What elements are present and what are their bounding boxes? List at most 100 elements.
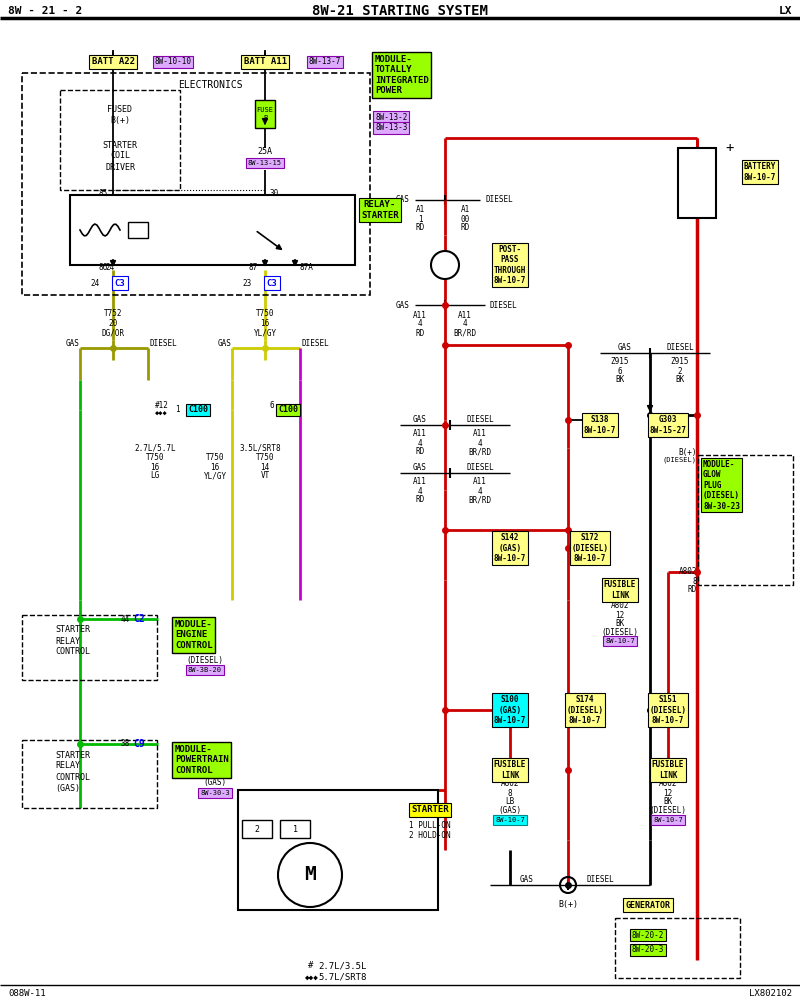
Text: BATT A11: BATT A11 (243, 57, 286, 66)
Text: RD: RD (415, 495, 425, 504)
Text: GAS: GAS (218, 338, 232, 348)
Text: BK: BK (675, 375, 685, 384)
Text: RD: RD (415, 448, 425, 456)
Text: STARTER: STARTER (55, 750, 90, 760)
Text: GAS: GAS (396, 196, 410, 205)
Text: T750: T750 (206, 454, 224, 462)
Text: 24: 24 (105, 263, 114, 272)
Text: YL/GY: YL/GY (203, 472, 226, 481)
Text: MODULE-
TOTALLY
INTEGRATED
POWER: MODULE- TOTALLY INTEGRATED POWER (375, 55, 429, 95)
Text: 1 PULL-ON: 1 PULL-ON (409, 822, 451, 830)
Text: GAS: GAS (520, 876, 534, 884)
Text: A11: A11 (458, 310, 472, 320)
Text: YL/GY: YL/GY (254, 328, 277, 338)
Text: MODULE-
POWERTRAIN
CONTROL: MODULE- POWERTRAIN CONTROL (175, 745, 229, 775)
Text: S151
(DIESEL)
8W-10-7: S151 (DIESEL) 8W-10-7 (650, 695, 686, 725)
Text: DIESEL: DIESEL (666, 344, 694, 353)
Text: 16: 16 (260, 318, 270, 328)
Text: VT: VT (260, 472, 270, 481)
Text: 2: 2 (254, 824, 259, 834)
Bar (255, 100, 275, 128)
Text: GAS: GAS (413, 416, 427, 424)
Text: DIESEL: DIESEL (150, 338, 178, 348)
Text: FUSIBLE
LINK: FUSIBLE LINK (494, 760, 526, 780)
Text: (GAS): (GAS) (55, 784, 80, 792)
Text: C100: C100 (278, 406, 298, 414)
Text: (GAS): (GAS) (498, 806, 522, 816)
Text: 38: 38 (121, 740, 130, 748)
Text: 8W-10-10: 8W-10-10 (154, 57, 191, 66)
Text: BR/RD: BR/RD (454, 328, 477, 338)
Text: B(+): B(+) (110, 116, 130, 125)
Text: 85: 85 (98, 188, 108, 198)
Text: A802: A802 (658, 780, 678, 788)
Text: S138
8W-10-7: S138 8W-10-7 (584, 415, 616, 435)
Text: T750: T750 (256, 454, 274, 462)
Text: DIESEL: DIESEL (466, 464, 494, 473)
Text: A11: A11 (473, 430, 487, 438)
Text: 8W - 21 - 2: 8W - 21 - 2 (8, 6, 82, 16)
Text: (DIESEL): (DIESEL) (650, 806, 686, 816)
Text: 8W-10-7: 8W-10-7 (653, 817, 683, 823)
Text: A802: A802 (610, 601, 630, 610)
Text: DIESEL: DIESEL (586, 876, 614, 884)
Text: A802: A802 (501, 780, 519, 788)
Text: 1: 1 (418, 215, 422, 224)
Text: A802: A802 (678, 568, 697, 576)
Text: G303
8W-15-27: G303 8W-15-27 (650, 415, 686, 435)
Text: STARTER: STARTER (411, 806, 449, 814)
Text: MODULE-
GLOW
PLUG
(DIESEL)
8W-30-23: MODULE- GLOW PLUG (DIESEL) 8W-30-23 (703, 460, 740, 511)
Bar (70, 195, 355, 265)
Text: A11: A11 (413, 310, 427, 320)
Text: (DIESEL): (DIESEL) (186, 656, 223, 664)
Text: S174
(DIESEL)
8W-10-7: S174 (DIESEL) 8W-10-7 (566, 695, 603, 725)
Text: 86: 86 (98, 263, 108, 272)
Text: B(+): B(+) (558, 900, 578, 910)
Text: DIESEL: DIESEL (485, 196, 513, 205)
Bar (22, 73, 370, 295)
Text: 12: 12 (663, 788, 673, 798)
Text: FUSIBLE
LINK: FUSIBLE LINK (652, 760, 684, 780)
Text: DIESEL: DIESEL (466, 416, 494, 424)
Text: 4: 4 (462, 320, 467, 328)
Text: T752: T752 (104, 308, 122, 318)
Text: S142
(GAS)
8W-10-7: S142 (GAS) 8W-10-7 (494, 533, 526, 563)
Text: C9: C9 (133, 739, 145, 749)
Text: FUSED: FUSED (107, 105, 133, 114)
Text: GAS: GAS (413, 464, 427, 473)
Text: LB: LB (506, 798, 514, 806)
Text: 16: 16 (210, 462, 220, 472)
Text: 8W-3B-20: 8W-3B-20 (188, 667, 222, 673)
Bar (698, 455, 793, 585)
Text: 4: 4 (478, 487, 482, 495)
Text: STARTER: STARTER (55, 626, 90, 635)
Text: 8W-13-7: 8W-13-7 (309, 57, 341, 66)
Text: 8W-10-7: 8W-10-7 (605, 638, 635, 644)
Text: STARTER: STARTER (102, 140, 138, 149)
Bar (238, 790, 438, 910)
Text: (DIESEL): (DIESEL) (602, 628, 638, 637)
Text: #12: #12 (155, 400, 169, 410)
Text: BK: BK (615, 619, 625, 629)
Text: RELAY: RELAY (55, 637, 80, 646)
Text: 30: 30 (270, 188, 279, 198)
Bar (60, 90, 180, 190)
Text: 2 HOLD-ON: 2 HOLD-ON (409, 832, 451, 840)
Text: BR/RD: BR/RD (469, 448, 491, 456)
Text: RELAY-
STARTER: RELAY- STARTER (361, 200, 399, 220)
Bar (22, 615, 157, 680)
Text: 24: 24 (90, 278, 100, 288)
Text: 23: 23 (242, 278, 252, 288)
Text: 8W-20-2: 8W-20-2 (632, 930, 664, 940)
Text: BATTERY
8W-10-7: BATTERY 8W-10-7 (744, 162, 776, 182)
Text: COIL: COIL (110, 151, 130, 160)
Text: (GAS): (GAS) (203, 778, 226, 788)
Text: BK: BK (663, 798, 673, 806)
Text: LG: LG (150, 472, 160, 481)
Text: 4: 4 (418, 438, 422, 448)
Text: B(+): B(+) (678, 448, 697, 456)
Text: (DIESEL): (DIESEL) (663, 457, 697, 463)
Text: 088W-11: 088W-11 (8, 988, 46, 998)
Text: RD: RD (688, 585, 697, 594)
Text: DIESEL: DIESEL (490, 300, 518, 310)
